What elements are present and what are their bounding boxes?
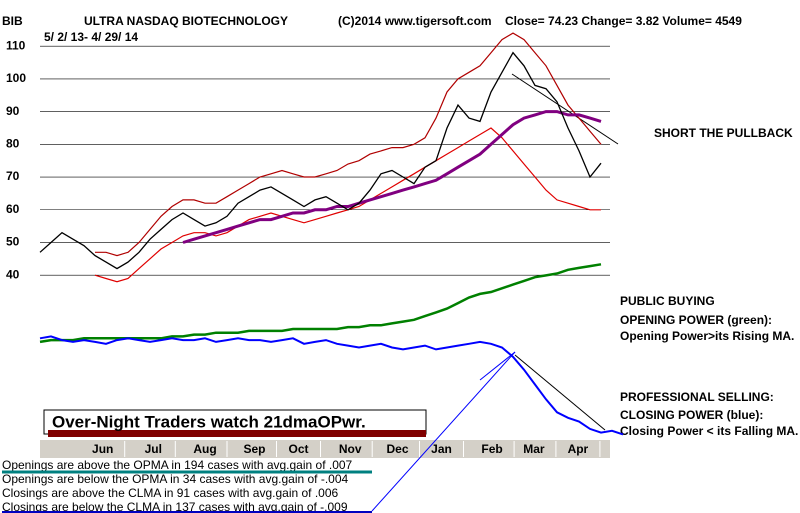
stat-line: Closings are below the CLMA in 137 cases…	[2, 500, 348, 513]
x-tick-label: Jul	[145, 442, 162, 456]
x-tick-label: Aug	[193, 442, 216, 456]
y-tick-label: 110	[6, 38, 26, 52]
x-tick-label: Mar	[523, 442, 545, 456]
symbol: BIB	[2, 14, 23, 28]
x-tick-label: Jun	[92, 442, 113, 456]
y-tick-label: 100	[6, 71, 26, 85]
stat-line: Closings are above the CLMA in 91 cases …	[2, 486, 339, 500]
annotation: Opening Power>its Rising MA.	[620, 329, 794, 343]
y-tick-label: 90	[6, 104, 20, 118]
x-tick-label: Apr	[568, 442, 589, 456]
y-tick-label: 50	[6, 235, 20, 249]
x-tick-label: Nov	[339, 442, 362, 456]
y-tick-label: 70	[6, 169, 20, 183]
y-tick-label: 80	[6, 136, 20, 150]
annotation: Closing Power < its Falling MA.	[620, 424, 798, 438]
quote: Close= 74.23 Change= 3.82 Volume= 4549	[505, 14, 742, 28]
trend-line	[479, 351, 516, 381]
trend-line	[511, 73, 619, 145]
series-line	[95, 32, 602, 257]
y-tick-label: 60	[6, 202, 20, 216]
trend-line	[371, 351, 516, 512]
x-tick-label: Oct	[288, 442, 308, 456]
date-range: 5/ 2/ 13- 4/ 29/ 14	[44, 30, 138, 44]
series-line	[39, 335, 624, 436]
annotation: PROFESSIONAL SELLING:	[620, 390, 774, 404]
annotation: PUBLIC BUYING	[620, 294, 715, 308]
trend-line	[514, 354, 606, 431]
stat-line: Openings are below the OPMA in 34 cases …	[2, 472, 349, 486]
annotation: SHORT THE PULLBACK	[654, 126, 793, 140]
series-line	[39, 51, 602, 270]
y-tick-label: 40	[6, 267, 20, 281]
annotation: OPENING POWER (green):	[620, 313, 772, 327]
series-line	[182, 110, 602, 244]
x-tick-label: Jan	[431, 442, 452, 456]
chart-title: ULTRA NASDAQ BIOTECHNOLOGY	[84, 14, 288, 28]
month-axis	[40, 440, 610, 458]
x-tick-label: Dec	[386, 442, 408, 456]
copyright: (C)2014 www.tigersoft.com	[338, 14, 492, 28]
x-tick-label: Feb	[481, 442, 502, 456]
banner: Over-Night Traders watch 21dmaOPwr.	[52, 412, 366, 431]
annotation: CLOSING POWER (blue):	[620, 408, 763, 422]
stat-line: Openings are above the OPMA in 194 cases…	[2, 458, 353, 472]
x-tick-label: Sep	[243, 442, 265, 456]
banner-bar	[48, 430, 426, 437]
